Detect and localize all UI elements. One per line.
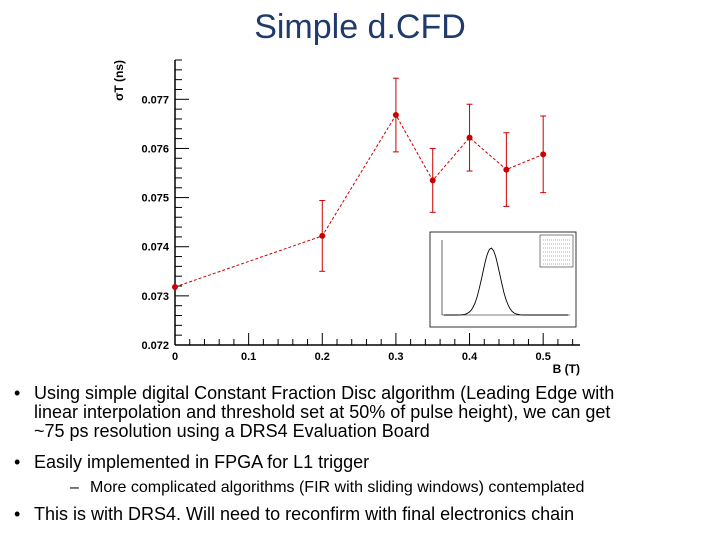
inset-stats-box [539,234,574,268]
y-axis-label: σT (ns) [112,60,126,101]
dash-icon: – [70,479,79,496]
x-tick-label: 0.4 [462,351,478,363]
y-tick-label: 0.076 [141,143,169,155]
bullet-3: • This is with DRS4. Will need to reconf… [14,504,575,524]
sigma-vs-field-chart: 0.072 0.073 0.074 0.075 0.076 0.077 0 0.1 0.2 0.3… [112,59,580,376]
data-point [319,232,326,239]
bullet-1-line-1: Using simple digital Constant Fraction D… [34,383,615,403]
x-tick-label: 0.3 [388,351,403,363]
y-tick-label: 0.075 [141,193,169,205]
x-tick-label: 0.1 [241,351,256,363]
y-tick-label: 0.074 [141,242,169,254]
data-point [503,166,510,173]
inset-gaussian-curve [444,247,568,316]
slide-title: Simple d.CFD [254,8,466,46]
x-tick-label: 0 [172,351,178,363]
inset-histogram [429,231,577,328]
sub-bullet-1-line-1: More complicated algorithms (FIR with sl… [90,479,585,496]
bullet-dot-icon: • [14,504,21,524]
bullet-2: • Easily implemented in FPGA for L1 trig… [14,452,370,472]
sub-bullet-1: – More complicated algorithms (FIR with … [70,479,585,497]
y-tick-label: 0.072 [141,340,169,352]
bullet-3-line-1: This is with DRS4. Will need to reconfir… [34,504,575,524]
bullet-dot-icon: • [14,452,21,472]
x-axis-label: B (T) [553,362,580,376]
bullet-1: • Using simple digital Constant Fraction… [14,383,615,441]
bullet-dot-icon: • [14,383,21,403]
bullet-2-line-1: Easily implemented in FPGA for L1 trigge… [34,452,370,472]
x-tick-label: 0.5 [536,351,551,363]
bullet-1-line-2: linear interpolation and threshold set a… [34,402,611,422]
data-point [540,151,547,158]
bullet-1-line-3: ~75 ps resolution using a DRS4 Evaluatio… [34,421,430,441]
y-tick-label: 0.077 [141,94,169,106]
y-tick-label: 0.073 [141,291,169,303]
data-point [392,112,399,119]
data-point [429,177,436,184]
data-point [172,284,178,291]
data-point [466,134,473,141]
x-tick-label: 0.2 [315,351,330,363]
